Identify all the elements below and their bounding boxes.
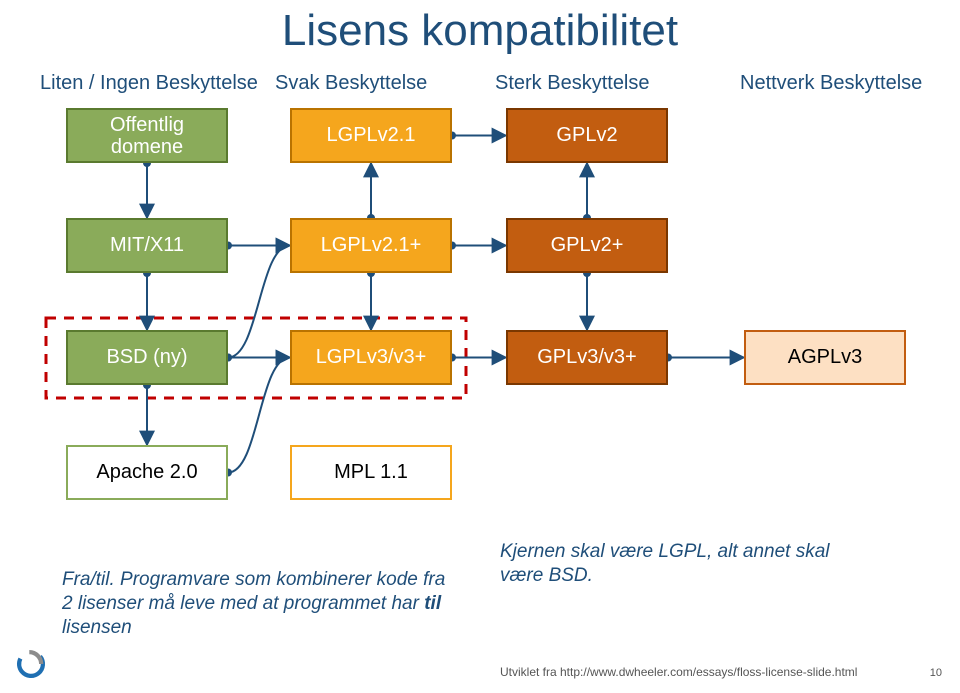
diagram-title: Lisens kompatibilitet — [0, 6, 960, 56]
note-from-to: Fra/til. Programvare som kombinerer kode… — [62, 568, 482, 639]
license-node-mit: MIT/X11 — [66, 218, 228, 273]
column-label: Nettverk Beskyttelse — [740, 72, 922, 95]
license-node-mpl: MPL 1.1 — [290, 445, 452, 500]
column-label: Liten / Ingen Beskyttelse — [40, 72, 258, 95]
company-logo — [14, 647, 48, 681]
column-label: Sterk Beskyttelse — [495, 72, 650, 95]
license-node-pd: Offentligdomene — [66, 108, 228, 163]
license-node-lgpl21p: LGPLv2.1+ — [290, 218, 452, 273]
license-node-gpl3: GPLv3/v3+ — [506, 330, 668, 385]
license-node-agpl: AGPLv3 — [744, 330, 906, 385]
column-label: Svak Beskyttelse — [275, 72, 427, 95]
license-node-gpl2: GPLv2 — [506, 108, 668, 163]
license-node-bsd: BSD (ny) — [66, 330, 228, 385]
page-number: 10 — [930, 667, 942, 679]
note-kernel: Kjernen skal være LGPL, alt annet skalvæ… — [500, 540, 900, 588]
license-node-lgpl21: LGPLv2.1 — [290, 108, 452, 163]
license-node-apache: Apache 2.0 — [66, 445, 228, 500]
footer-source: Utviklet fra http://www.dwheeler.com/ess… — [500, 665, 857, 679]
license-node-gpl2p: GPLv2+ — [506, 218, 668, 273]
license-node-lgpl3: LGPLv3/v3+ — [290, 330, 452, 385]
